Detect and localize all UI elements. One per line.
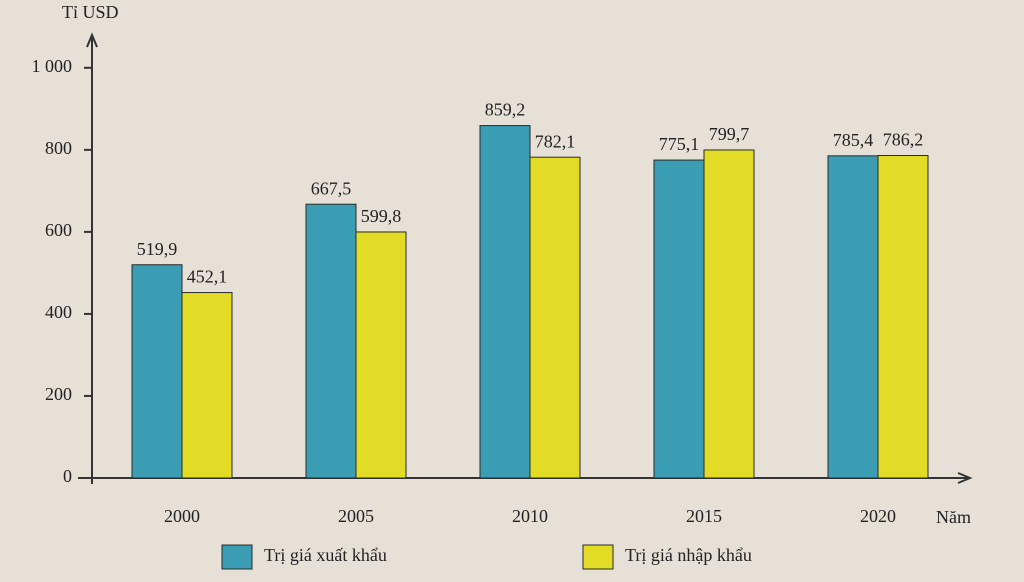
y-axis-arrow bbox=[86, 32, 98, 48]
y-tick-label: 600 bbox=[45, 220, 72, 240]
bar bbox=[479, 125, 531, 479]
x-tick-label: 2010 bbox=[512, 506, 548, 526]
value-label: 452,1 bbox=[187, 267, 228, 287]
legend-swatch bbox=[582, 544, 614, 570]
x-tick-label: 2015 bbox=[686, 506, 722, 526]
bar bbox=[355, 231, 407, 479]
y-tick-label: 400 bbox=[45, 302, 72, 322]
x-tick-label: 2000 bbox=[164, 506, 200, 526]
bar bbox=[181, 292, 233, 479]
x-axis-arrow bbox=[957, 472, 973, 484]
value-label: 775,1 bbox=[659, 134, 700, 154]
legend-label: Trị giá xuất khẩu bbox=[264, 545, 387, 565]
y-tick-label: 200 bbox=[45, 384, 72, 404]
value-label: 599,8 bbox=[361, 206, 402, 226]
value-label: 519,9 bbox=[137, 239, 178, 259]
value-label: 786,2 bbox=[883, 130, 924, 150]
x-axis-label: Năm bbox=[936, 507, 971, 527]
y-tick-label: 1 000 bbox=[32, 56, 73, 76]
value-label: 785,4 bbox=[833, 130, 874, 150]
bar bbox=[529, 156, 581, 479]
legend-swatch bbox=[221, 544, 253, 570]
bar bbox=[653, 159, 705, 479]
value-label: 782,1 bbox=[535, 131, 576, 151]
bar bbox=[305, 203, 357, 479]
y-tick-label: 0 bbox=[63, 466, 72, 486]
x-tick-label: 2020 bbox=[860, 506, 896, 526]
x-tick-label: 2005 bbox=[338, 506, 374, 526]
bar bbox=[131, 264, 183, 479]
value-label: 667,5 bbox=[311, 178, 352, 198]
value-label: 799,7 bbox=[709, 124, 750, 144]
y-tick-label: 800 bbox=[45, 138, 72, 158]
bar bbox=[827, 155, 879, 479]
bar bbox=[703, 149, 755, 479]
legend-label: Trị giá nhập khẩu bbox=[625, 545, 752, 565]
value-label: 859,2 bbox=[485, 100, 526, 120]
y-axis-label: Tỉ USD bbox=[62, 2, 119, 22]
bar bbox=[877, 155, 929, 479]
